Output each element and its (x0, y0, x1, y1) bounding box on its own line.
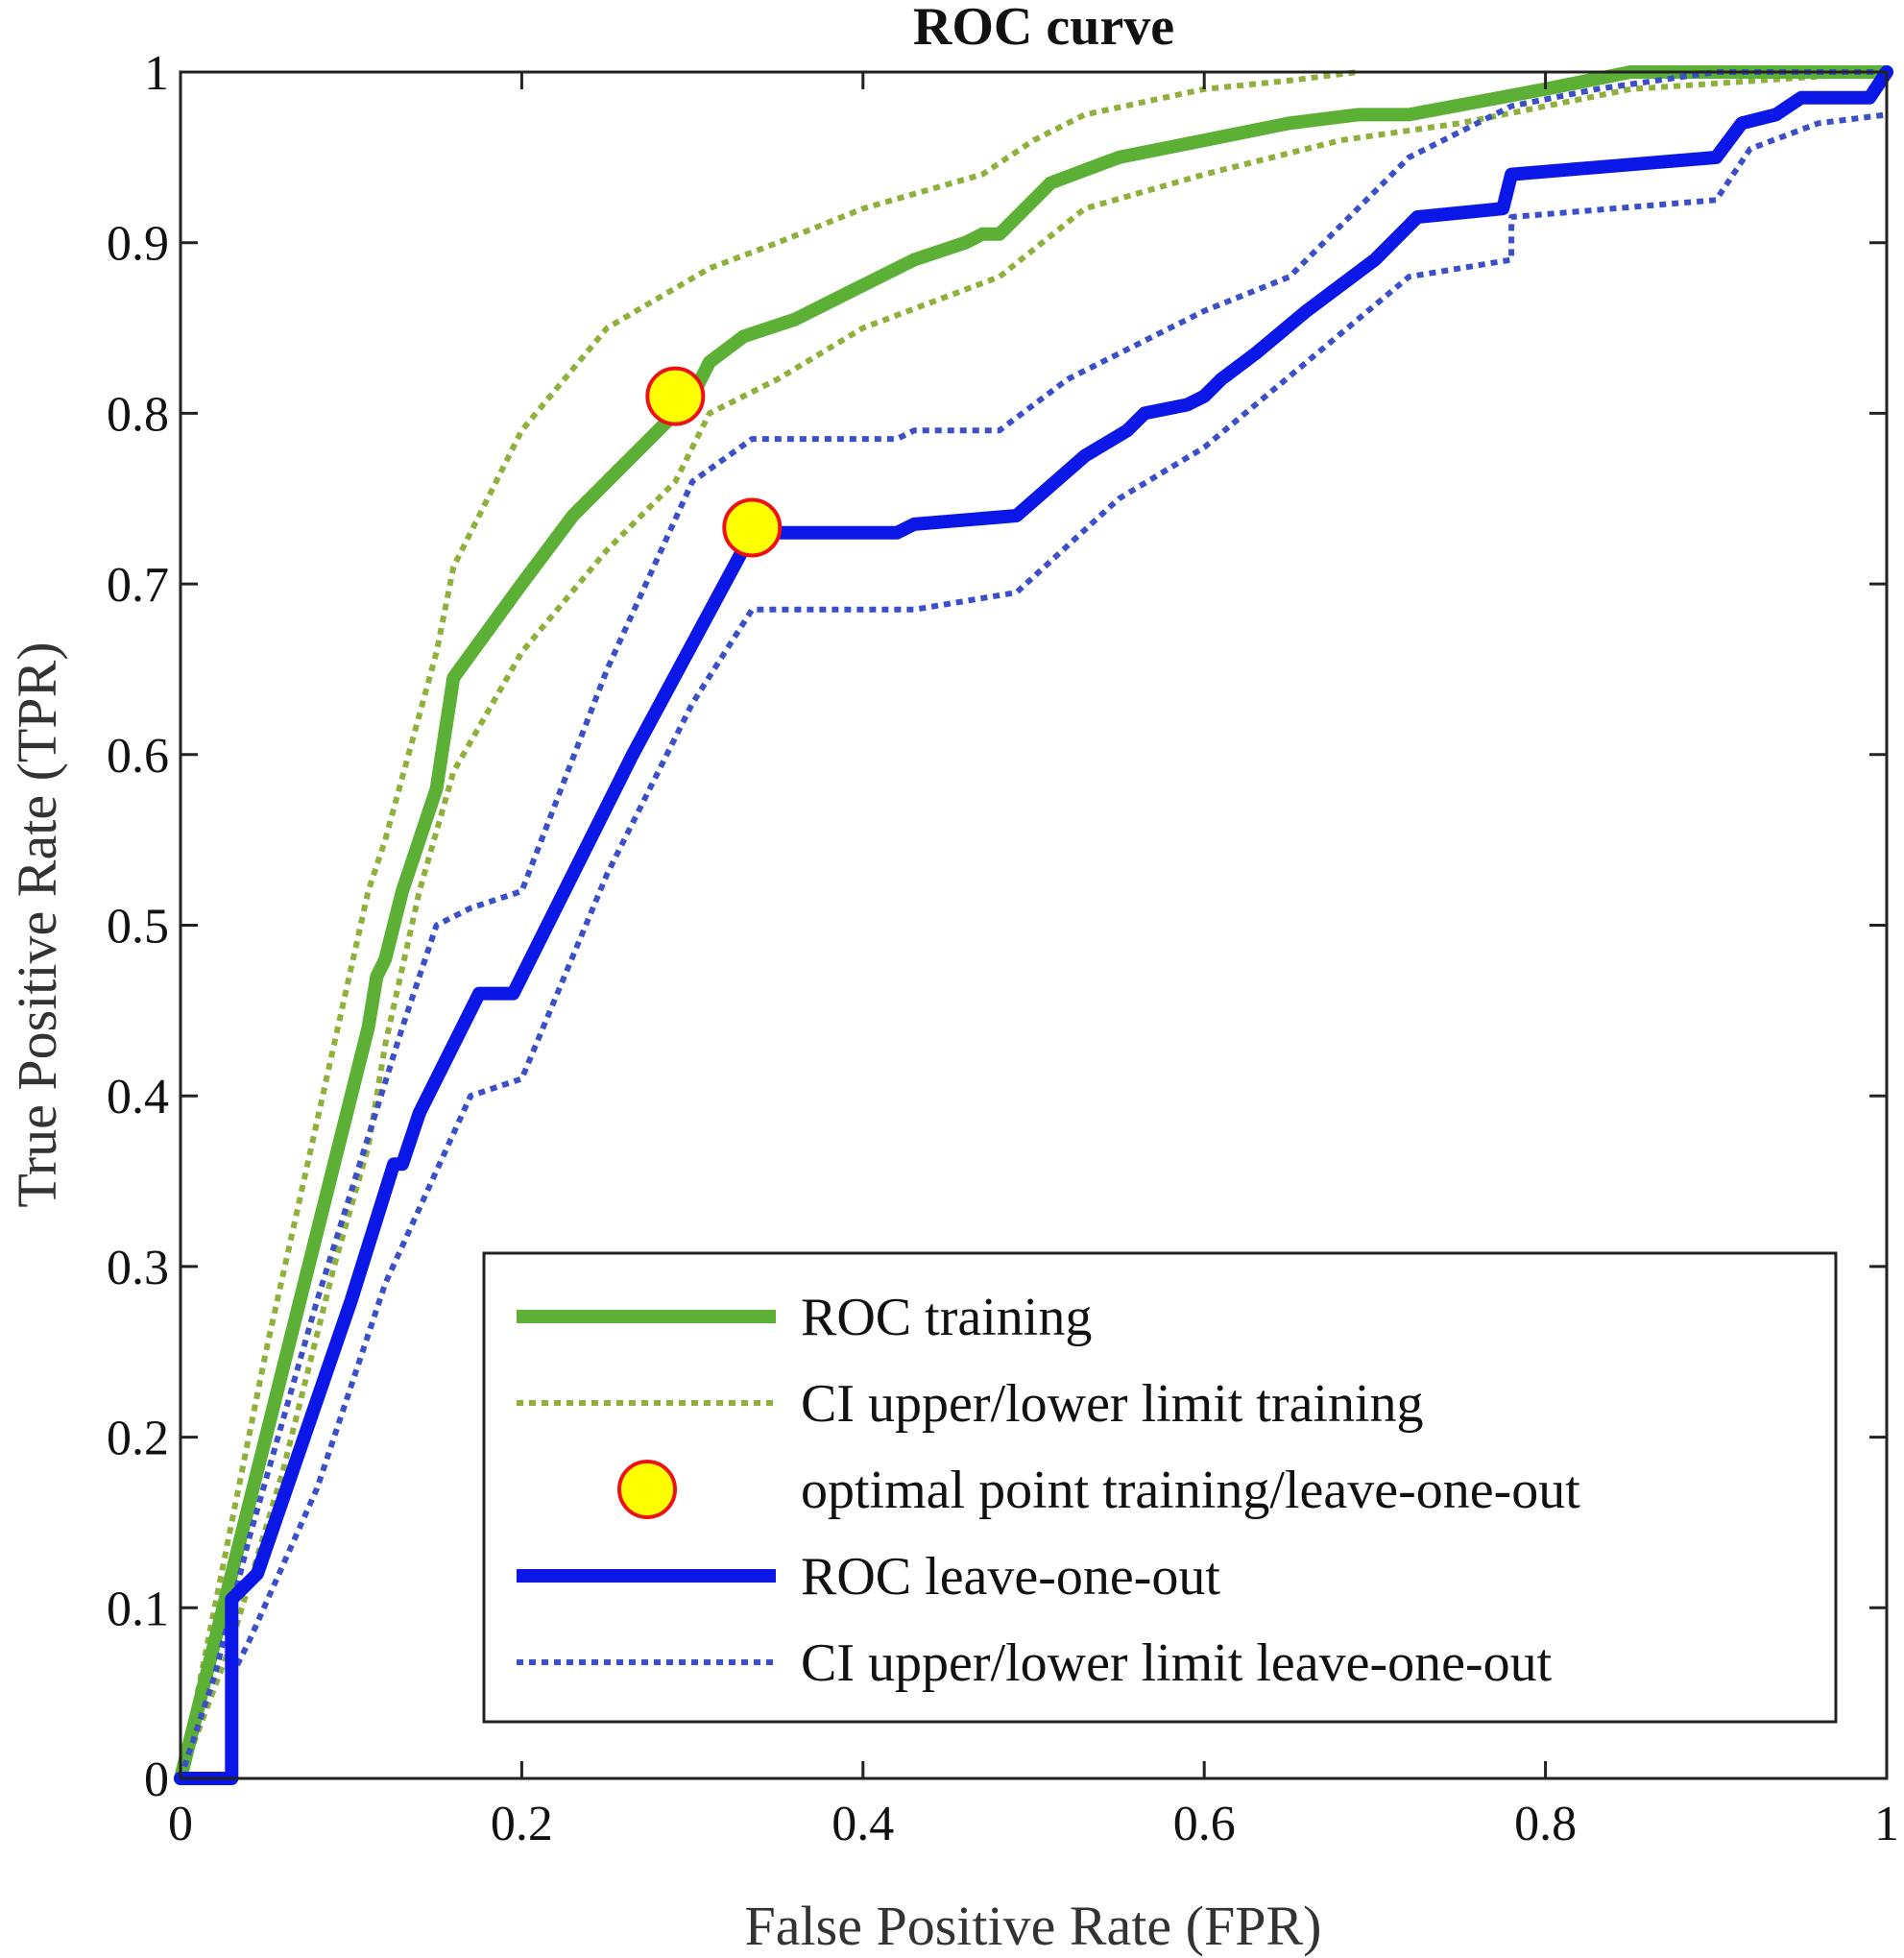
x-tick-label: 0.6 (1173, 1797, 1236, 1851)
legend-marker-optimal-point (617, 1460, 677, 1519)
y-tick-label: 0.7 (107, 558, 169, 613)
y-tick-label: 0.1 (107, 1582, 169, 1636)
y-tick-label: 0.9 (107, 217, 169, 272)
y-tick-label: 0.8 (107, 387, 169, 442)
optimal-point-1 (722, 497, 783, 558)
series-ci-upper-lower-limit-leave-one-out-3 (178, 69, 1887, 1779)
optimal-point-0 (645, 366, 706, 426)
series-roc-training-2 (174, 65, 1893, 1785)
series-roc-leave-one-out-5 (174, 65, 1893, 1785)
series-ci-lower-limit-leave-one-out-4 (229, 111, 1888, 1678)
y-tick-label: 0.2 (107, 1412, 169, 1466)
legend-box (482, 1251, 1838, 1724)
optimal-points-group (645, 366, 783, 558)
y-tick-label: 0.3 (107, 1241, 169, 1295)
legend-label-1: CI upper/lower limit training (801, 1374, 1424, 1434)
series-ci-upper-lower-limit-training-0 (178, 69, 1359, 1779)
series-ci-lower-limit-training-1 (178, 69, 1888, 1780)
legend-label-3: ROC leave-one-out (801, 1547, 1220, 1607)
y-axis-label: True Positive Rate (TPR) (6, 641, 68, 1207)
legend: ROC training CI upper/lower limit trainin… (482, 1251, 1838, 1724)
y-tick-label: 0.6 (107, 729, 169, 784)
legend-label-0: ROC training (801, 1288, 1092, 1347)
y-tick-label: 0.4 (107, 1070, 169, 1124)
y-tick-label: 1 (144, 46, 169, 101)
y-tick-label: 0 (144, 1753, 169, 1807)
x-tick-label: 0 (168, 1797, 193, 1851)
y-tick-label: 0.5 (107, 900, 169, 955)
x-axis-label: False Positive Rate (FPR) (745, 1895, 1322, 1957)
x-tick-label: 0.2 (491, 1797, 553, 1851)
axis-ticks-group: 0 0.2 0.4 0.6 0.8 1 0 0.1 0.2 0.3 0.4 0.5 0.6 0.7 0.8 0… (107, 46, 1899, 1851)
legend-label-2: optimal point training/leave-one-out (801, 1461, 1580, 1520)
plot-series-group (174, 65, 1893, 1785)
x-tick-label: 1 (1874, 1797, 1899, 1851)
x-tick-label: 0.8 (1514, 1797, 1577, 1851)
legend-label-4: CI upper/lower limit leave-one-out (801, 1633, 1553, 1693)
x-tick-label: 0.4 (831, 1797, 894, 1851)
chart-title: ROC curve (913, 0, 1174, 57)
